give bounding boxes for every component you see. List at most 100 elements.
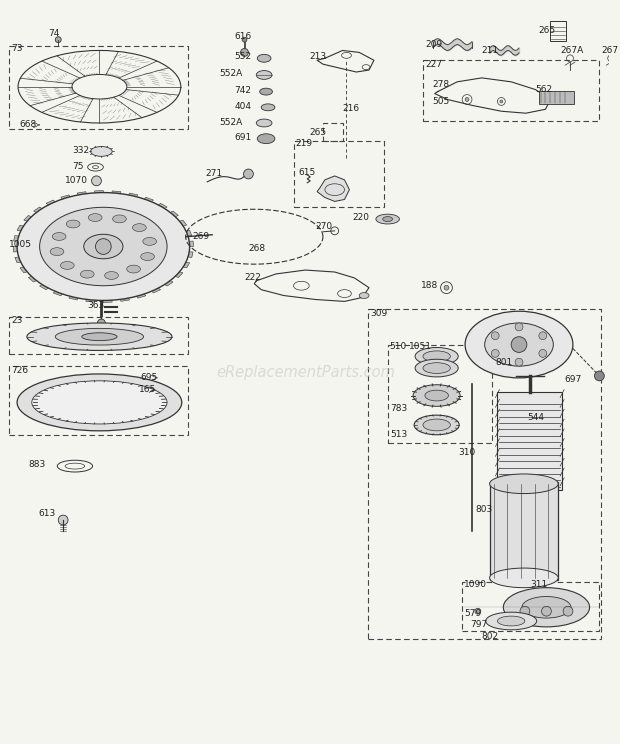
Polygon shape: [169, 211, 179, 217]
Polygon shape: [120, 297, 130, 301]
Polygon shape: [128, 193, 138, 198]
Text: 803: 803: [476, 504, 493, 514]
Polygon shape: [151, 287, 161, 293]
Polygon shape: [33, 207, 43, 213]
Ellipse shape: [81, 270, 94, 278]
Ellipse shape: [485, 323, 553, 366]
Circle shape: [539, 332, 547, 340]
Circle shape: [465, 97, 469, 101]
Polygon shape: [112, 191, 121, 195]
Polygon shape: [182, 262, 190, 268]
Text: 1090: 1090: [464, 580, 487, 589]
Polygon shape: [17, 225, 25, 231]
Ellipse shape: [423, 362, 450, 373]
Ellipse shape: [143, 237, 156, 246]
Ellipse shape: [66, 220, 80, 228]
Polygon shape: [174, 272, 183, 278]
Circle shape: [539, 350, 547, 357]
Ellipse shape: [40, 208, 167, 286]
Ellipse shape: [32, 381, 167, 424]
Circle shape: [491, 350, 499, 357]
Text: 220: 220: [352, 213, 370, 222]
Text: 1051: 1051: [409, 342, 432, 351]
Circle shape: [491, 332, 499, 340]
Text: 697: 697: [564, 375, 582, 385]
Bar: [490, 482, 558, 580]
Text: 271: 271: [205, 170, 223, 179]
Polygon shape: [86, 298, 95, 302]
Text: 801: 801: [495, 358, 513, 367]
Polygon shape: [179, 220, 187, 226]
Ellipse shape: [17, 193, 190, 301]
Text: 404: 404: [235, 102, 252, 111]
Text: 783: 783: [391, 404, 408, 413]
Text: 278: 278: [433, 80, 450, 89]
Text: 691: 691: [235, 133, 252, 142]
Text: 211: 211: [482, 46, 499, 55]
Text: 165: 165: [139, 385, 156, 394]
Ellipse shape: [50, 248, 64, 255]
Text: 616: 616: [235, 32, 252, 41]
Polygon shape: [53, 291, 63, 296]
Polygon shape: [144, 197, 154, 202]
Polygon shape: [29, 276, 37, 282]
Ellipse shape: [91, 147, 112, 156]
Ellipse shape: [376, 214, 399, 224]
Text: 1005: 1005: [9, 240, 32, 249]
Polygon shape: [317, 176, 350, 202]
Circle shape: [444, 285, 449, 290]
Circle shape: [241, 48, 249, 57]
Text: 544: 544: [527, 413, 544, 422]
Polygon shape: [188, 241, 193, 246]
Ellipse shape: [414, 415, 459, 434]
Bar: [539, 91, 574, 104]
Text: 265: 265: [539, 26, 556, 36]
Ellipse shape: [113, 215, 126, 222]
Ellipse shape: [490, 568, 558, 588]
Ellipse shape: [52, 233, 66, 240]
Circle shape: [500, 100, 503, 103]
Text: 268: 268: [249, 244, 265, 253]
Ellipse shape: [256, 71, 272, 80]
Text: 802: 802: [482, 632, 499, 641]
Ellipse shape: [497, 616, 525, 626]
Polygon shape: [61, 195, 71, 200]
Circle shape: [475, 609, 480, 614]
Bar: [551, 21, 566, 41]
Text: 267: 267: [601, 46, 619, 55]
Circle shape: [511, 337, 527, 353]
Text: 332: 332: [72, 146, 89, 155]
Text: 797: 797: [470, 620, 487, 629]
Ellipse shape: [485, 612, 537, 630]
Ellipse shape: [133, 224, 146, 231]
Ellipse shape: [503, 588, 590, 627]
Text: 213: 213: [309, 52, 326, 61]
Ellipse shape: [383, 217, 392, 222]
Circle shape: [95, 239, 111, 254]
Bar: [497, 391, 562, 490]
Ellipse shape: [423, 351, 450, 362]
Text: 269: 269: [193, 232, 210, 241]
Text: 265: 265: [309, 128, 326, 138]
Circle shape: [242, 37, 247, 42]
Text: 883: 883: [29, 460, 46, 469]
Ellipse shape: [27, 323, 172, 350]
Text: 222: 222: [244, 273, 262, 283]
Ellipse shape: [425, 390, 448, 401]
Polygon shape: [69, 295, 79, 300]
Ellipse shape: [257, 134, 275, 144]
Text: 188: 188: [421, 281, 438, 290]
Text: 74: 74: [48, 29, 60, 38]
Ellipse shape: [415, 347, 458, 365]
Text: 227: 227: [425, 60, 442, 68]
Text: 310: 310: [458, 448, 476, 457]
Circle shape: [515, 323, 523, 331]
Ellipse shape: [415, 359, 458, 377]
Ellipse shape: [141, 253, 154, 260]
Ellipse shape: [257, 54, 271, 62]
Text: 615: 615: [298, 168, 316, 178]
Ellipse shape: [55, 328, 144, 345]
Text: eReplacementParts.com: eReplacementParts.com: [216, 365, 395, 379]
Ellipse shape: [84, 234, 123, 259]
Circle shape: [595, 371, 604, 381]
